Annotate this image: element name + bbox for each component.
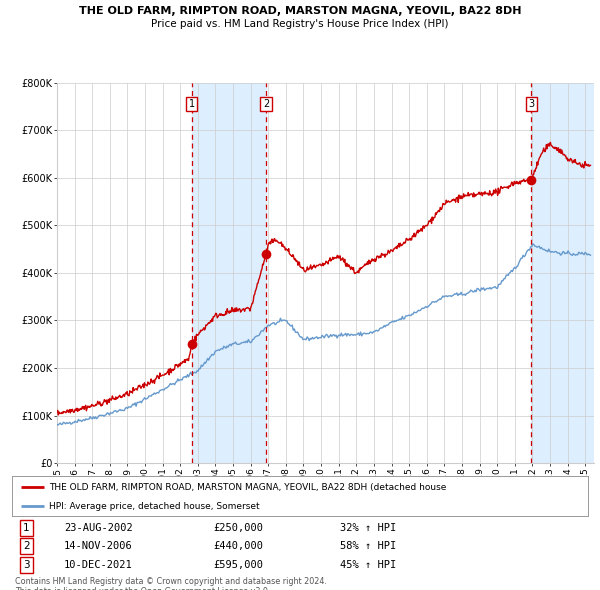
Text: 3: 3 bbox=[528, 99, 535, 109]
Text: 32% ↑ HPI: 32% ↑ HPI bbox=[340, 523, 397, 533]
Text: £440,000: £440,000 bbox=[214, 542, 263, 551]
Text: Contains HM Land Registry data © Crown copyright and database right 2024.
This d: Contains HM Land Registry data © Crown c… bbox=[15, 577, 327, 590]
Text: 14-NOV-2006: 14-NOV-2006 bbox=[64, 542, 133, 551]
Bar bbox=[532, 83, 594, 463]
Text: £250,000: £250,000 bbox=[214, 523, 263, 533]
Text: 23-AUG-2002: 23-AUG-2002 bbox=[64, 523, 133, 533]
Text: 2: 2 bbox=[23, 542, 30, 551]
Text: THE OLD FARM, RIMPTON ROAD, MARSTON MAGNA, YEOVIL, BA22 8DH (detached house: THE OLD FARM, RIMPTON ROAD, MARSTON MAGN… bbox=[49, 483, 447, 492]
Text: £595,000: £595,000 bbox=[214, 560, 263, 570]
Text: 1: 1 bbox=[23, 523, 30, 533]
Text: 45% ↑ HPI: 45% ↑ HPI bbox=[340, 560, 397, 570]
Text: 1: 1 bbox=[188, 99, 194, 109]
Bar bbox=[191, 83, 266, 463]
Text: Price paid vs. HM Land Registry's House Price Index (HPI): Price paid vs. HM Land Registry's House … bbox=[151, 19, 449, 29]
Text: THE OLD FARM, RIMPTON ROAD, MARSTON MAGNA, YEOVIL, BA22 8DH: THE OLD FARM, RIMPTON ROAD, MARSTON MAGN… bbox=[79, 6, 521, 16]
Text: 2: 2 bbox=[263, 99, 269, 109]
Text: 3: 3 bbox=[23, 560, 30, 570]
Text: HPI: Average price, detached house, Somerset: HPI: Average price, detached house, Some… bbox=[49, 502, 260, 511]
Text: 10-DEC-2021: 10-DEC-2021 bbox=[64, 560, 133, 570]
Text: 58% ↑ HPI: 58% ↑ HPI bbox=[340, 542, 397, 551]
